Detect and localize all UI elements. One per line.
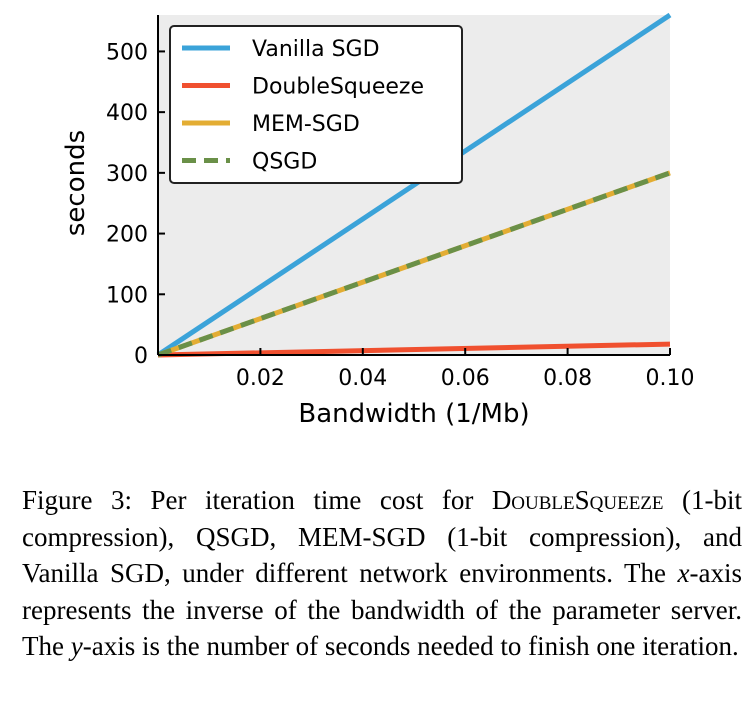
x-tick-label: 0.06	[441, 366, 490, 391]
legend-label: QSGD	[252, 150, 317, 175]
line-chart: 0 100 200 300 400 500 0.02 0.04 0.06 0.08 0.10 Van…	[0, 0, 756, 460]
caption-x-var: x	[678, 558, 690, 588]
legend-label: DoubleSqueeze	[252, 75, 424, 100]
y-tick-label: 500	[106, 40, 148, 65]
caption-y-var: y	[71, 631, 83, 661]
legend: Vanilla SGD DoubleSqueeze MEM-SGD QSGD	[170, 26, 462, 183]
caption-text-1: Per iteration time cost for	[150, 485, 473, 515]
x-axis-label: Bandwidth (1/Mb)	[298, 399, 529, 429]
x-tick-label: 0.10	[646, 366, 695, 391]
caption-method-name: DoubleSqueeze	[492, 485, 664, 515]
y-axis-label: seconds	[61, 130, 91, 236]
legend-label: Vanilla SGD	[252, 37, 380, 62]
figure-caption: Figure 3: Per iteration time cost for Do…	[22, 482, 742, 665]
caption-text-4: -axis is the number of seconds needed to…	[83, 631, 739, 661]
y-tick-label: 0	[134, 344, 148, 369]
x-tick-label: 0.04	[338, 366, 387, 391]
y-tick-label: 300	[106, 162, 148, 187]
y-tick-label: 400	[106, 101, 148, 126]
y-tick-label: 100	[106, 283, 148, 308]
caption-figure-label: Figure 3:	[22, 485, 132, 515]
x-tick-label: 0.02	[236, 366, 285, 391]
legend-label: MEM-SGD	[252, 112, 360, 137]
x-tick-label: 0.08	[543, 366, 592, 391]
figure-3: 0 100 200 300 400 500 0.02 0.04 0.06 0.08 0.10 Van…	[0, 0, 756, 460]
y-tick-label: 200	[106, 223, 148, 248]
